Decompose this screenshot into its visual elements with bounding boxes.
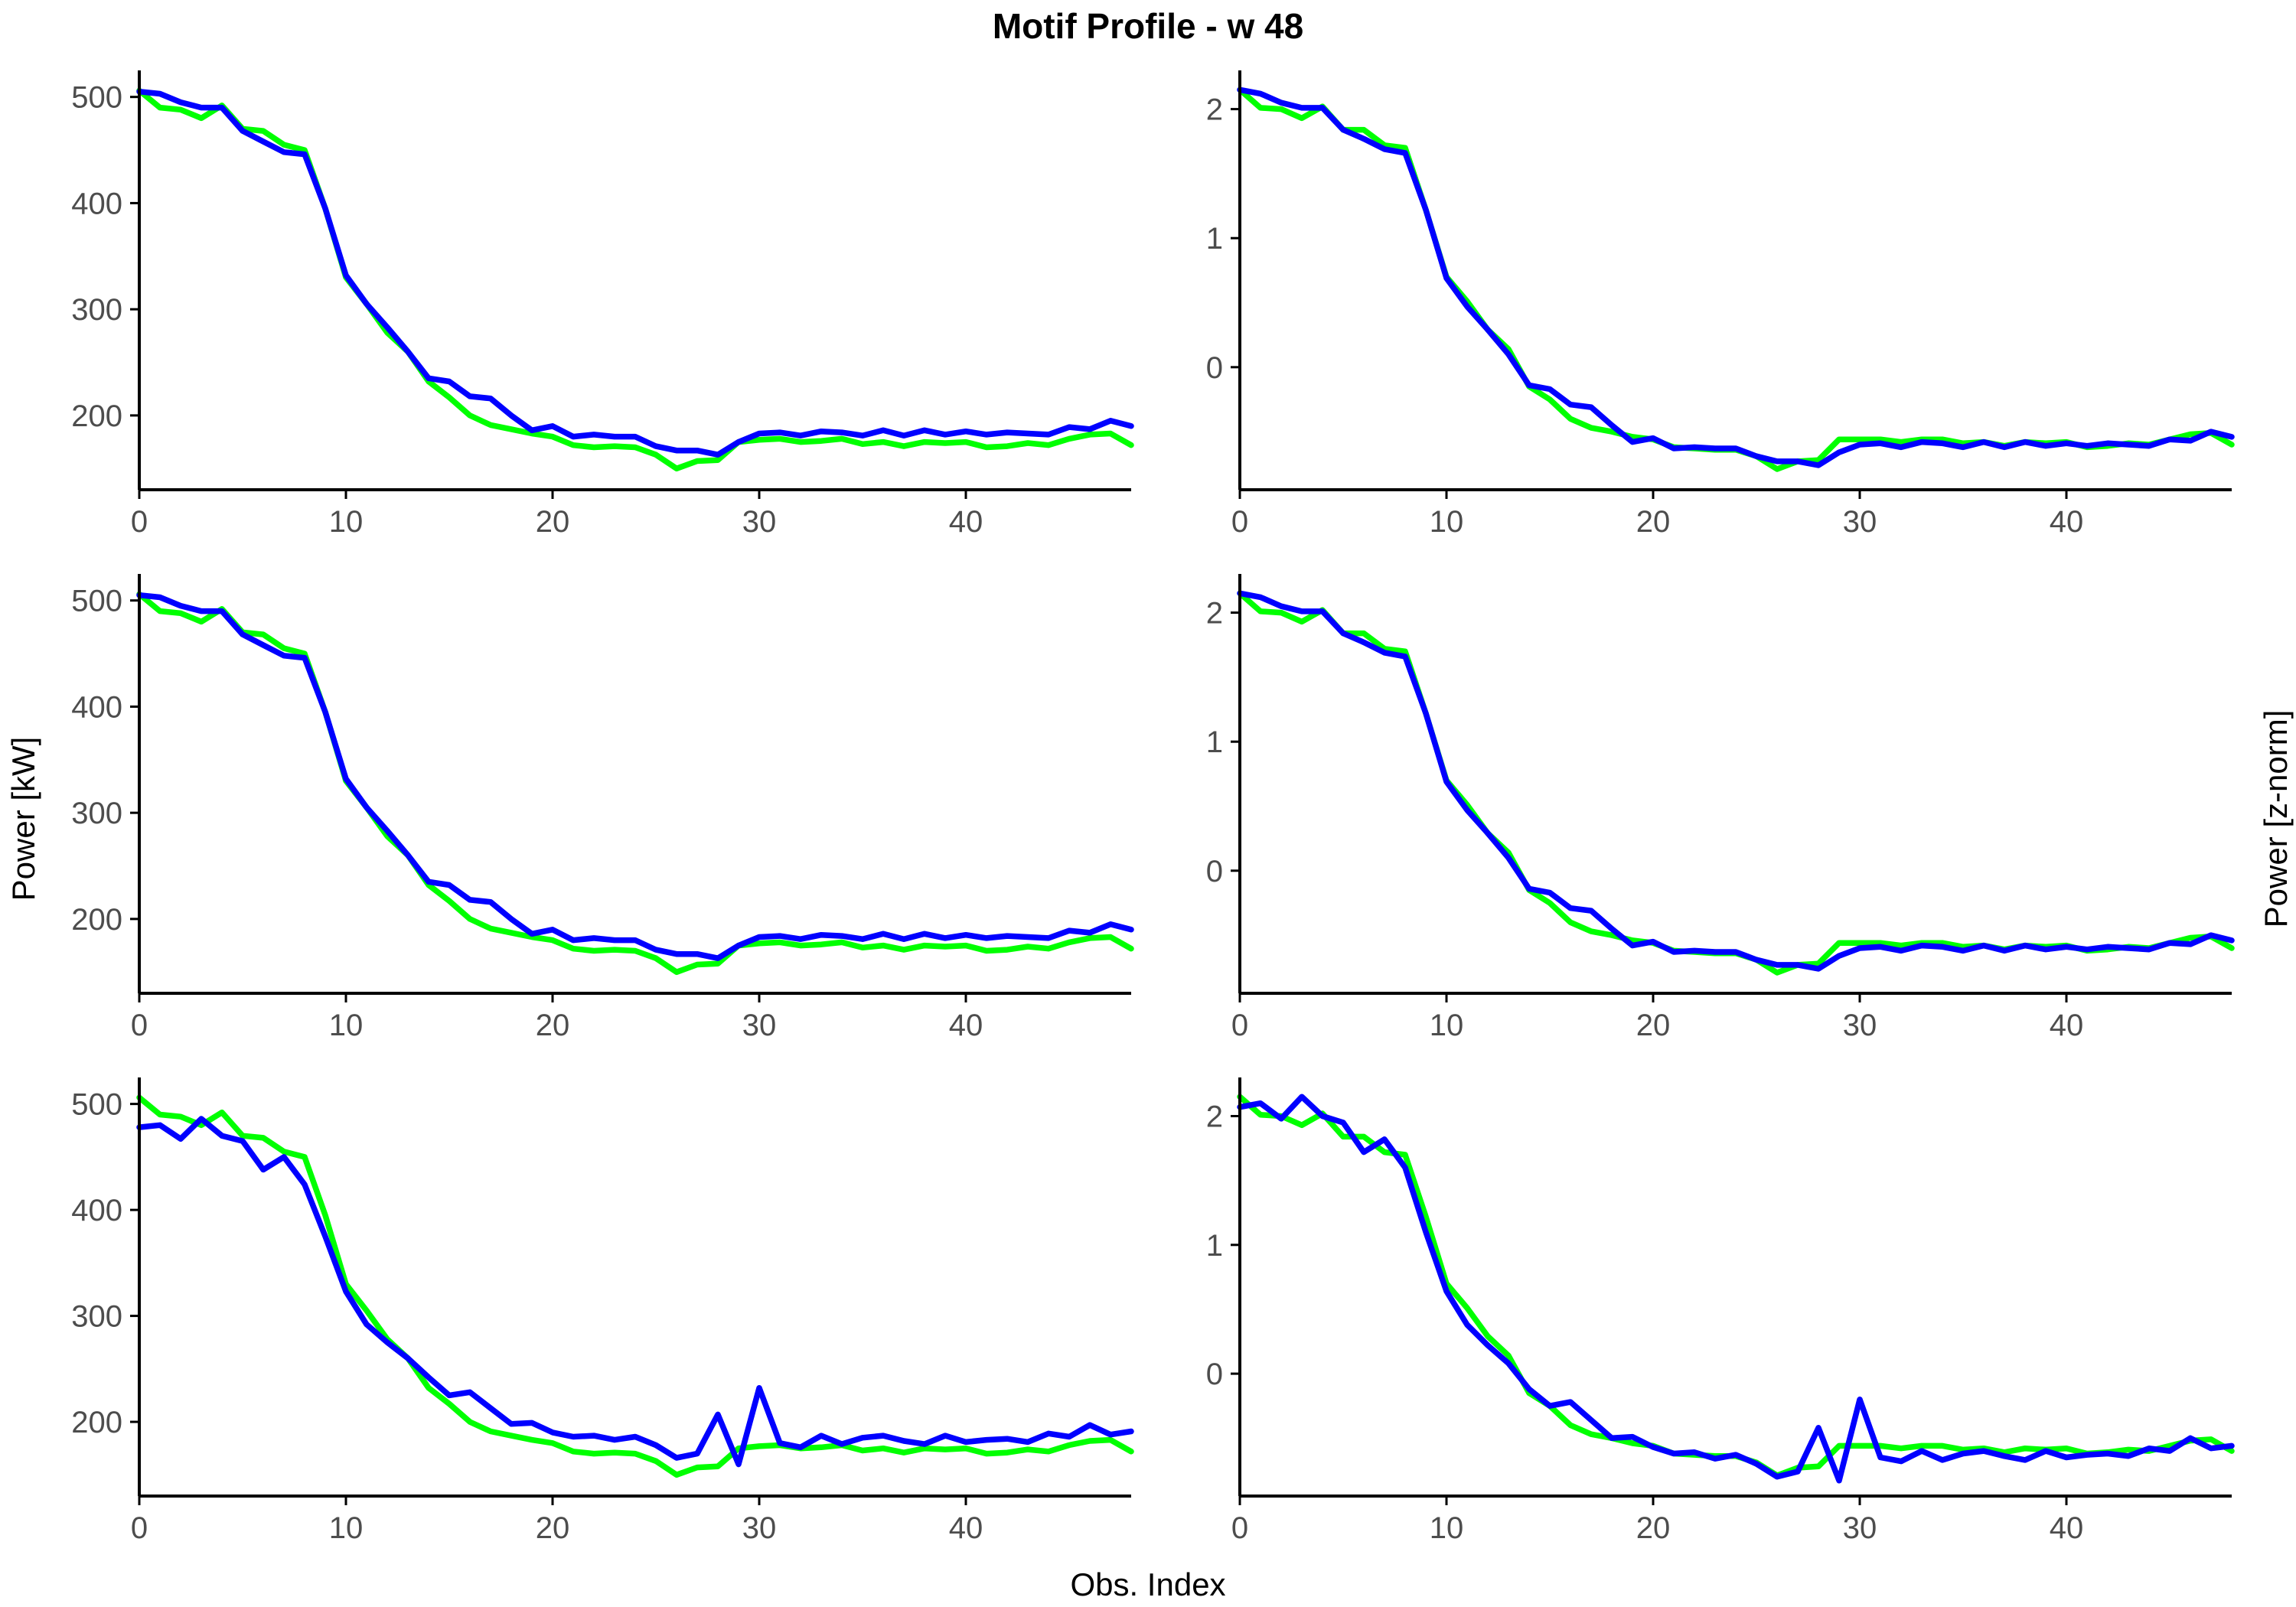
match-series-line: [1237, 590, 2235, 972]
x-tick-label: 10: [1430, 505, 1464, 539]
x-tick-label: 20: [1636, 505, 1671, 539]
chart-title: Motif Profile - w 48: [993, 6, 1303, 46]
reference-series-line: [1237, 590, 2235, 976]
reference-series-line: [1237, 1094, 2235, 1478]
y-axis-title-right: Power [z-norm]: [2258, 710, 2294, 928]
x-tick-label: 20: [536, 1009, 570, 1042]
y-tick-label: 500: [71, 585, 122, 618]
y-tick-label: 0: [1206, 351, 1223, 385]
y-tick-label: 500: [71, 81, 122, 115]
reference-series-line: [136, 87, 1134, 472]
y-tick-label: 200: [71, 1406, 122, 1439]
x-tick-label: 20: [536, 1511, 570, 1545]
reference-series-line: [1237, 86, 2235, 472]
match-series-line: [136, 592, 1134, 961]
x-tick-label: 20: [1636, 1009, 1671, 1042]
y-tick-label: 1: [1206, 222, 1223, 256]
y-tick-label: 1: [1206, 725, 1223, 759]
y-tick-label: 300: [71, 797, 122, 830]
y-tick-label: 1: [1206, 1229, 1223, 1263]
x-tick-label: 40: [2050, 1009, 2084, 1042]
reference-series-line: [136, 1094, 1134, 1478]
y-tick-label: 200: [71, 399, 122, 433]
x-tick-label: 10: [1430, 1009, 1464, 1042]
x-axis-title: Obs. Index: [1070, 1566, 1225, 1602]
y-axis-title-left: Power [kW]: [5, 737, 41, 901]
panel-3-1: 200 300 400 500 0 10 20 30 40: [71, 1077, 1134, 1545]
x-tick-label: 10: [329, 505, 364, 539]
x-tick-label: 40: [949, 1009, 983, 1042]
panel-2-1: 200 300 400 500 0 10 20 30 40: [71, 574, 1134, 1042]
y-tick-label: 2: [1206, 597, 1223, 631]
y-tick-label: 300: [71, 293, 122, 327]
x-tick-label: 30: [742, 1009, 777, 1042]
x-tick-label: 20: [1636, 1511, 1671, 1545]
x-tick-label: 0: [1231, 1511, 1248, 1545]
x-tick-label: 10: [329, 1511, 364, 1545]
y-tick-label: 500: [71, 1088, 122, 1122]
x-tick-label: 10: [329, 1009, 364, 1042]
x-tick-label: 40: [2050, 1511, 2084, 1545]
x-tick-label: 40: [2050, 505, 2084, 539]
match-series-line: [1237, 1094, 2235, 1484]
panel-1-1: 200 300 400 500 0 10 20 30 40: [71, 70, 1134, 539]
x-tick-label: 30: [1843, 1009, 1877, 1042]
x-tick-label: 30: [1843, 505, 1877, 539]
x-tick-label: 20: [536, 505, 570, 539]
x-tick-label: 30: [1843, 1511, 1877, 1545]
y-tick-label: 0: [1206, 1358, 1223, 1391]
x-tick-label: 40: [949, 1511, 983, 1545]
x-tick-label: 0: [131, 1009, 148, 1042]
x-tick-label: 0: [131, 1511, 148, 1545]
x-tick-label: 0: [1231, 1009, 1248, 1042]
x-tick-label: 0: [1231, 505, 1248, 539]
y-tick-label: 200: [71, 903, 122, 937]
y-tick-label: 400: [71, 690, 122, 724]
x-tick-label: 30: [742, 1511, 777, 1545]
x-tick-label: 40: [949, 505, 983, 539]
y-tick-label: 2: [1206, 1100, 1223, 1133]
reference-series-line: [136, 591, 1134, 976]
y-tick-label: 0: [1206, 855, 1223, 888]
match-series-line: [136, 88, 1134, 458]
match-series-line: [1237, 86, 2235, 468]
x-tick-label: 0: [131, 505, 148, 539]
x-tick-label: 10: [1430, 1511, 1464, 1545]
y-tick-label: 400: [71, 187, 122, 220]
y-tick-label: 300: [71, 1300, 122, 1334]
y-tick-label: 400: [71, 1194, 122, 1227]
match-series-line: [136, 1116, 1134, 1468]
x-tick-label: 30: [742, 505, 777, 539]
y-tick-label: 2: [1206, 93, 1223, 127]
